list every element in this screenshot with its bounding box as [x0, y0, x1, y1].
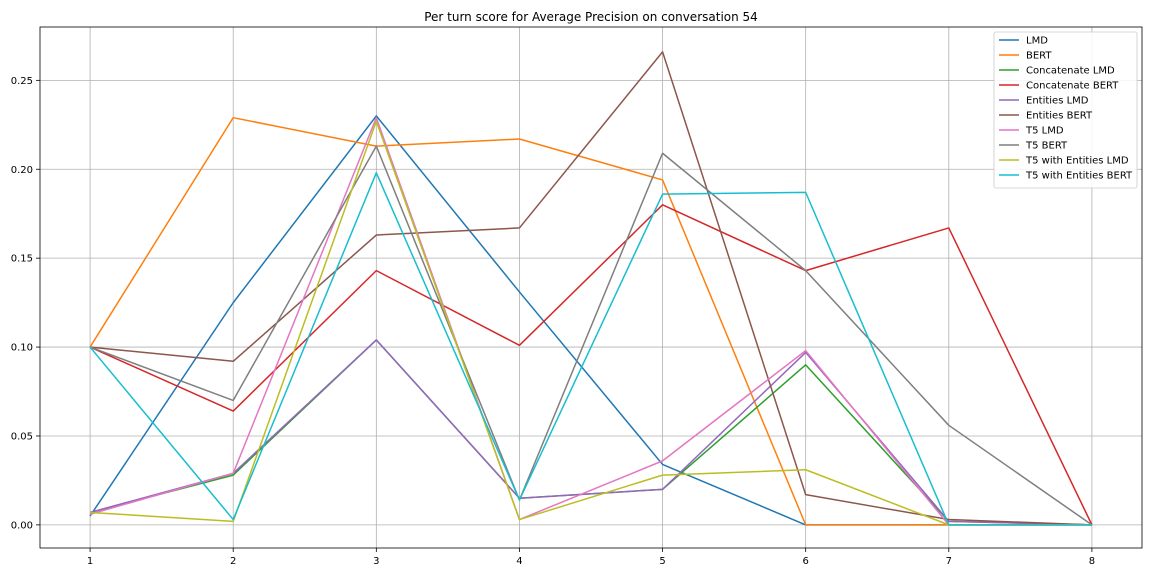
- legend-label: T5 with Entities BERT: [1025, 171, 1133, 182]
- chart-title: Per turn score for Average Precision on …: [424, 10, 758, 24]
- series-line: [89, 339, 1092, 526]
- series-line: [89, 145, 1093, 526]
- y-tick-label: 0.10: [11, 343, 33, 354]
- series-lines: [89, 51, 1093, 526]
- legend-label: Entities LMD: [1026, 96, 1089, 107]
- series-line: [89, 115, 1092, 526]
- legend-label: Concatenate BERT: [1026, 81, 1119, 92]
- series-line: [89, 116, 1092, 526]
- series-line: [90, 120, 1092, 526]
- axes: 1 2 3 4 5 6 7 8 0.00 0.05 0.10 0.15 0.20 0.25: [11, 76, 1095, 567]
- y-tick-label: 0.20: [11, 165, 33, 176]
- y-tick-label: 0.15: [11, 254, 33, 265]
- x-tick-label: 3: [373, 556, 379, 567]
- y-tick-label: 0.25: [11, 76, 33, 87]
- series-line: [89, 204, 1093, 526]
- legend-box: [993, 31, 1138, 189]
- x-tick-label: 2: [230, 556, 236, 567]
- legend-label: T5 with Entities LMD: [1025, 156, 1129, 167]
- series-line: [89, 116, 1092, 526]
- x-tick-label: 1: [87, 556, 93, 567]
- legend-label: Entities BERT: [1026, 111, 1093, 122]
- y-tick-label: 0.05: [11, 431, 33, 442]
- legend-label: T5 BERT: [1025, 141, 1068, 152]
- x-tick-label: 4: [516, 556, 522, 567]
- grid-lines: [40, 27, 1142, 548]
- x-tick-label: 8: [1089, 556, 1095, 567]
- y-tick-label: 0.00: [11, 520, 33, 531]
- series-line: [89, 172, 1092, 526]
- legend-label: Concatenate LMD: [1026, 66, 1115, 77]
- legend: LMD BERT Concatenate LMD Concatenate BERT En…: [993, 31, 1138, 189]
- legend-label: T5 LMD: [1025, 126, 1064, 137]
- plot-frame: [39, 26, 1143, 549]
- x-tick-label: 7: [946, 556, 952, 567]
- legend-label: BERT: [1026, 51, 1052, 62]
- x-tick-label: 5: [659, 556, 665, 567]
- legend-label: LMD: [1026, 36, 1048, 47]
- x-tick-label: 6: [802, 556, 808, 567]
